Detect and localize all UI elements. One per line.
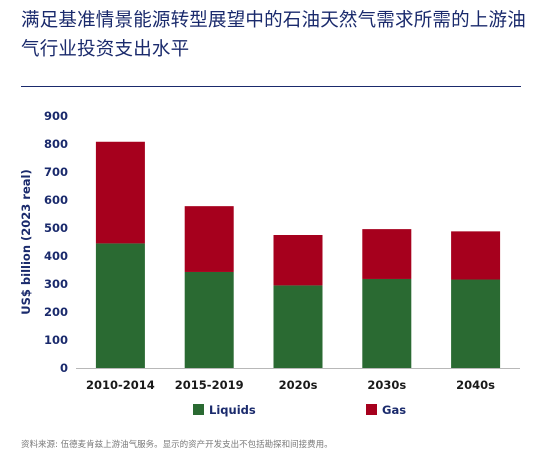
bar-gas-3 xyxy=(362,229,412,279)
bar-liquids-0 xyxy=(95,243,145,368)
y-tick-label: 300 xyxy=(44,277,68,291)
bar-gas-4 xyxy=(451,231,501,280)
legend-label-liquids: Liquids xyxy=(209,403,256,417)
x-tick-label: 2040s xyxy=(456,378,495,392)
y-tick-label: 900 xyxy=(44,109,68,123)
y-tick-label: 500 xyxy=(44,221,68,235)
bar-liquids-1 xyxy=(184,271,234,368)
x-tick-label: 2030s xyxy=(367,378,406,392)
legend-label-gas: Gas xyxy=(382,403,406,417)
bar-liquids-3 xyxy=(362,278,412,368)
bar-gas-1 xyxy=(184,206,234,272)
chart-title: 满足基准情景能源转型展望中的石油天然气需求所需的上游油气行业投资支出水平 xyxy=(21,10,526,60)
y-axis-label: US$ billion (2023 real) xyxy=(19,169,33,314)
legend-swatch-gas xyxy=(366,404,377,415)
y-tick-label: 700 xyxy=(44,165,68,179)
y-tick-label: 100 xyxy=(44,333,68,347)
bar-liquids-2 xyxy=(273,285,323,368)
y-tick-label: 200 xyxy=(44,305,68,319)
bar-liquids-4 xyxy=(451,279,501,368)
y-tick-label: 0 xyxy=(60,361,68,375)
x-tick-label: 2020s xyxy=(279,378,318,392)
bar-gas-2 xyxy=(273,235,323,286)
x-tick-label: 2015-2019 xyxy=(175,378,244,392)
title-divider xyxy=(21,86,521,87)
x-tick-label: 2010-2014 xyxy=(86,378,155,392)
source-note: 资料来源: 伍德麦肯兹上游油气服务。显示的资产开发支出不包括勘探和间接费用。 xyxy=(21,440,333,450)
y-tick-label: 600 xyxy=(44,193,68,207)
legend-swatch-liquids xyxy=(193,404,204,415)
y-tick-label: 800 xyxy=(44,137,68,151)
bar-gas-0 xyxy=(95,141,145,244)
stacked-bar-chart: 0 100 200 300 400 500 600 700 800 900 US$ billion … xyxy=(19,109,520,417)
y-tick-label: 400 xyxy=(44,249,68,263)
